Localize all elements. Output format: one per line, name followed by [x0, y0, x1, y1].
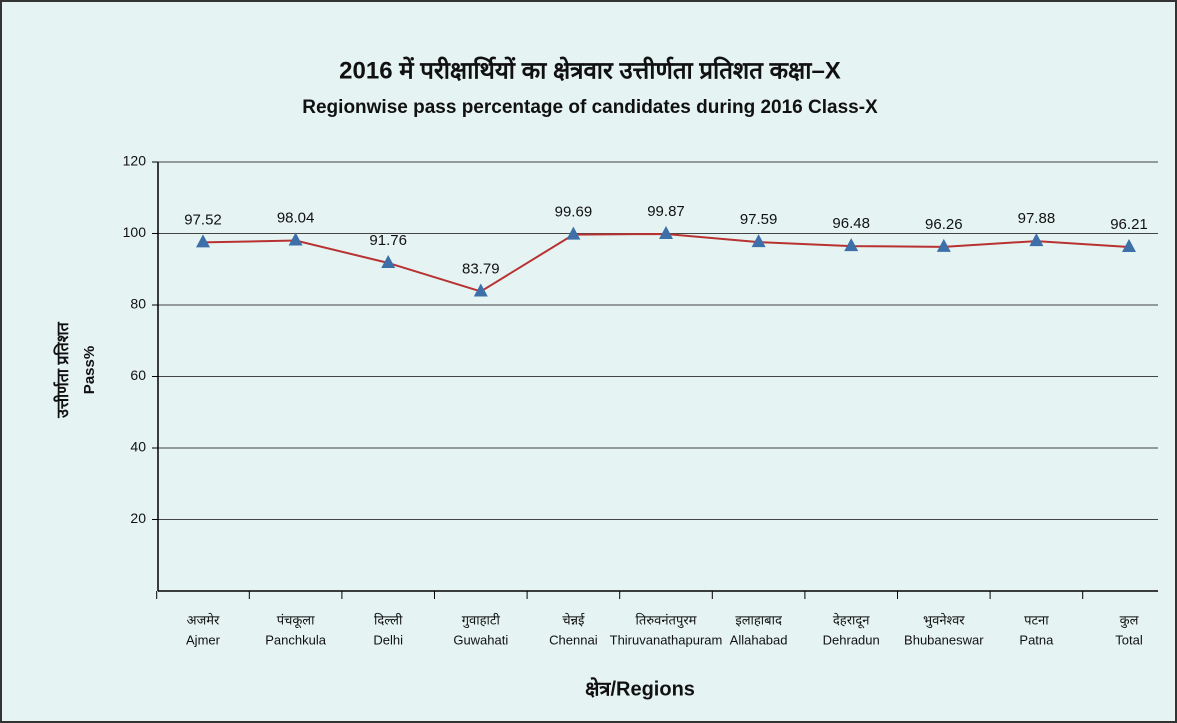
x-tick-label: Patna — [1019, 632, 1054, 647]
data-label: 83.79 — [462, 260, 500, 277]
marker — [566, 226, 581, 240]
marker — [844, 238, 859, 252]
x-tick-label: Ajmer — [186, 632, 221, 647]
chart-title: 2016 में परीक्षार्थियों का क्षेत्रवार उत… — [339, 56, 841, 84]
x-tick-label: दिल्ली — [374, 612, 403, 627]
x-tick-label: पंचकूला — [277, 612, 315, 628]
marker — [1029, 233, 1044, 247]
y-tick-label: 40 — [130, 439, 146, 455]
y-tick-label: 60 — [130, 367, 146, 383]
y-axis-label: उत्तीर्णता प्रतिशत — [53, 321, 72, 418]
x-tick-label: भुवनेश्वर — [923, 612, 965, 628]
data-label: 97.52 — [184, 211, 222, 228]
marker — [936, 238, 951, 252]
x-tick-label: देहरादून — [833, 612, 870, 628]
x-tick-label: Delhi — [373, 632, 403, 647]
marker — [1122, 239, 1136, 253]
data-label: 96.21 — [1110, 216, 1148, 233]
marker — [381, 254, 396, 268]
data-label: 98.04 — [277, 209, 315, 226]
data-label: 91.76 — [369, 232, 407, 249]
x-tick-label: Guwahati — [453, 632, 508, 647]
marker — [196, 234, 210, 248]
y-tick-label: 120 — [123, 153, 147, 169]
x-tick-label: Bhubaneswar — [904, 632, 984, 647]
y-axis-label: Pass% — [81, 346, 98, 394]
x-tick-label: Chennai — [549, 632, 598, 647]
marker — [659, 225, 673, 239]
y-tick-label: 80 — [130, 296, 146, 312]
chart-subtitle: Regionwise pass percentage of candidates… — [302, 97, 878, 118]
data-label: 97.59 — [740, 211, 778, 228]
marker — [288, 232, 303, 246]
x-tick-label: पटना — [1024, 612, 1049, 627]
x-axis-label: क्षेत्र/Regions — [585, 676, 695, 700]
x-tick-label: गुवाहाटी — [462, 612, 501, 628]
data-label: 96.26 — [925, 216, 963, 233]
marker — [473, 283, 488, 297]
marker — [751, 234, 766, 248]
x-tick-label: Dehradun — [823, 632, 880, 647]
data-label: 96.48 — [832, 215, 870, 232]
x-tick-label: Allahabad — [730, 632, 788, 647]
y-tick-label: 20 — [130, 510, 146, 526]
y-tick-label: 100 — [123, 224, 147, 240]
x-tick-label: इलाहाबाद — [735, 612, 783, 627]
x-tick-label: कुल — [1120, 612, 1139, 628]
data-label: 97.88 — [1018, 210, 1056, 227]
x-tick-label: Total — [1115, 632, 1143, 647]
x-tick-label: Panchkula — [265, 632, 326, 647]
x-tick-label: तिरुवनंतपुरम — [636, 612, 697, 628]
data-label: 99.69 — [555, 204, 593, 221]
data-label: 99.87 — [647, 203, 685, 220]
x-tick-label: अजमेर — [187, 612, 220, 627]
x-tick-label: Thiruvanathapuram — [610, 632, 723, 647]
x-tick-label: चेन्नई — [562, 612, 585, 627]
